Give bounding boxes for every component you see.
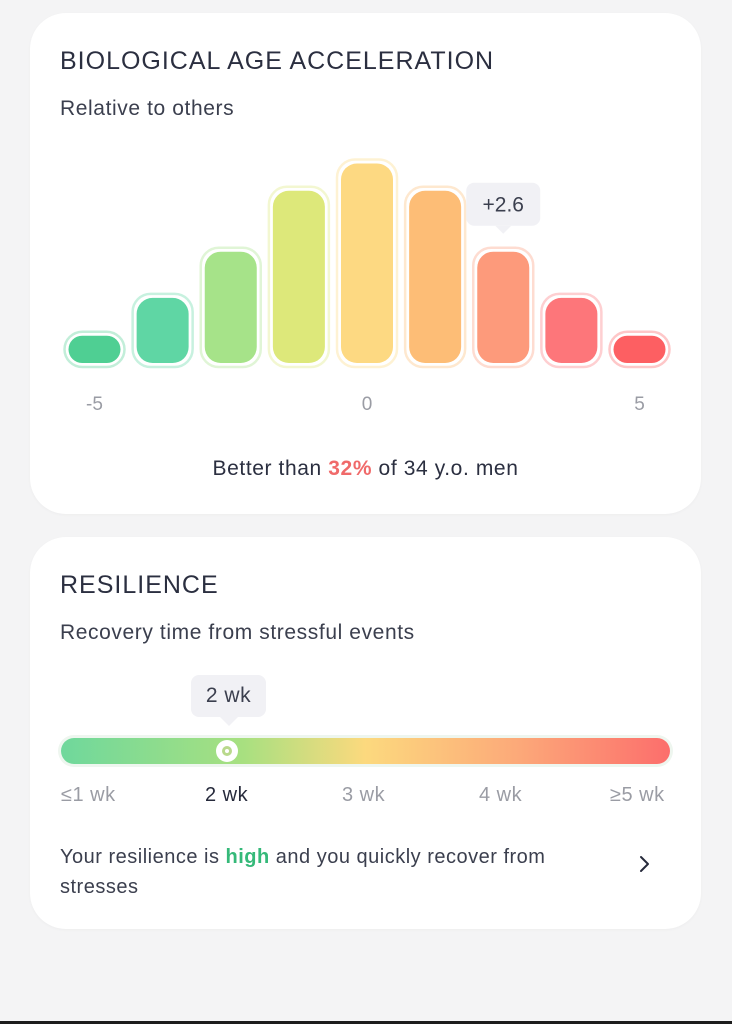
x-tick-label: -5 bbox=[86, 394, 103, 415]
desc-level: high bbox=[225, 846, 270, 868]
bio-age-histogram: -5 0 5 +2.6 bbox=[63, 158, 671, 415]
resilience-tick-3: 3 wk bbox=[342, 784, 386, 806]
resilience-scale-marker bbox=[216, 740, 238, 762]
bio-age-card: BIOLOGICAL AGE ACCELERATION Relative to … bbox=[30, 13, 701, 514]
footer-suffix: of 34 y.o. men bbox=[372, 457, 519, 480]
histogram-bar-9 bbox=[608, 330, 671, 369]
x-tick-label: 0 bbox=[362, 394, 373, 415]
resilience-tick-4: 4 wk bbox=[479, 784, 523, 806]
footer-percent: 32% bbox=[328, 457, 373, 480]
resilience-card[interactable]: RESILIENCE Recovery time from stressful … bbox=[30, 537, 701, 929]
resilience-tick-2: 2 wk bbox=[205, 784, 249, 806]
bio-age-tooltip: +2.6 bbox=[466, 182, 541, 234]
resilience-subtitle: Recovery time from stressful events bbox=[60, 621, 415, 644]
resilience-tooltip-tail bbox=[220, 717, 238, 726]
resilience-title: RESILIENCE bbox=[60, 571, 219, 599]
x-tick-label: 5 bbox=[634, 394, 645, 415]
home-indicator-bar bbox=[0, 1021, 732, 1024]
footer-prefix: Better than bbox=[212, 457, 329, 480]
resilience-scale-track bbox=[61, 738, 670, 764]
marker-dot-icon bbox=[222, 746, 232, 756]
bio-age-subtitle: Relative to others bbox=[60, 97, 235, 120]
histogram-bar-3 bbox=[199, 246, 262, 369]
chevron-right-icon[interactable] bbox=[635, 855, 653, 873]
histogram-bar-7 bbox=[472, 246, 535, 369]
bio-age-footer: Better than 32% of 34 y.o. men bbox=[30, 457, 701, 481]
desc-prefix: Your resilience is bbox=[60, 846, 226, 868]
histogram-bar-4 bbox=[267, 185, 331, 369]
histogram-bar-8 bbox=[540, 292, 603, 369]
bio-age-title: BIOLOGICAL AGE ACCELERATION bbox=[60, 47, 495, 75]
resilience-description: Your resilience is high and you quickly … bbox=[60, 842, 580, 902]
bio-age-tooltip-label: +2.6 bbox=[483, 194, 524, 217]
histogram-bar-1 bbox=[63, 330, 126, 369]
resilience-tick-5: ≥5 wk bbox=[610, 784, 665, 806]
histogram-bar-2 bbox=[131, 292, 194, 369]
histogram-bar-5 bbox=[335, 158, 399, 369]
resilience-tick-1: ≤1 wk bbox=[61, 784, 116, 806]
histogram-bar-6 bbox=[403, 185, 467, 369]
resilience-tooltip: 2 wk bbox=[191, 675, 266, 717]
desc-suffix: and you quickly recover from stresses bbox=[60, 846, 546, 898]
